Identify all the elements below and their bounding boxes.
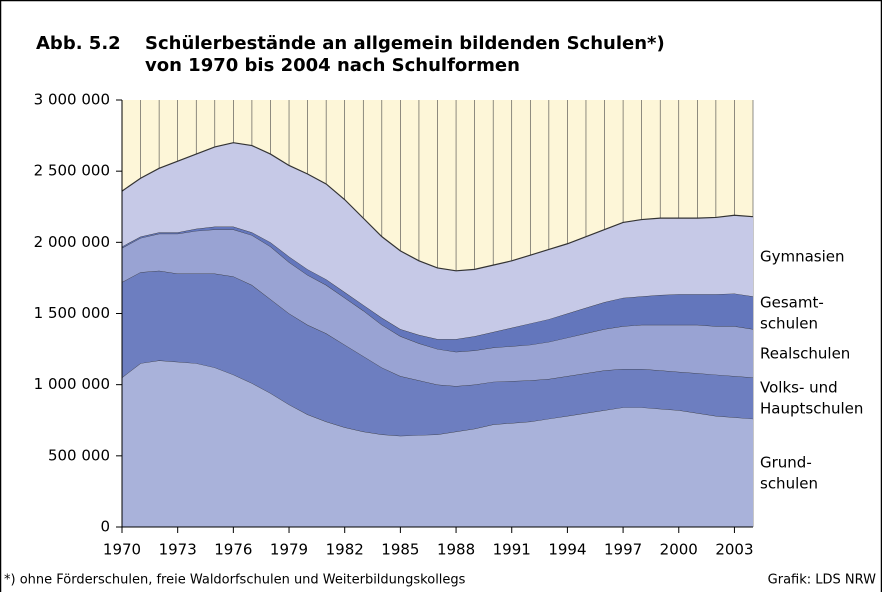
area [122, 229, 753, 387]
y-tick-label: 3 000 000 [34, 91, 110, 109]
x-tick-label: 1970 [103, 541, 141, 559]
x-tick-label: 1997 [604, 541, 642, 559]
area-edge [121, 142, 754, 272]
x-tick-label: 1988 [437, 541, 475, 559]
y-tick-label: 2 500 000 [34, 162, 110, 180]
footnote: *) ohne Förderschulen, freie Waldorfschu… [4, 573, 466, 588]
legend-label: Volks- und Hauptschulen [760, 378, 863, 417]
y-tick-label: 2 000 000 [34, 233, 110, 251]
x-tick-label: 1991 [493, 541, 531, 559]
x-tick-label: 2003 [715, 541, 753, 559]
legend-label: Gesamt-schulen [760, 293, 824, 332]
x-tick-label: 2000 [660, 541, 698, 559]
x-tick-label: 1994 [548, 541, 586, 559]
area [122, 142, 753, 340]
legend-label: Gymnasien [760, 247, 845, 265]
chart-title: Schülerbestände an allgemein bildenden S… [145, 33, 665, 54]
chart-subtitle: von 1970 bis 2004 nach Schulformen [145, 55, 520, 76]
source: Grafik: LDS NRW [768, 573, 876, 588]
x-tick-label: 1979 [270, 541, 308, 559]
x-tick-label: 1976 [214, 541, 252, 559]
legend-label: Grund-schulen [760, 453, 818, 492]
y-tick-label: 0 [100, 518, 110, 536]
y-tick-label: 500 000 [48, 446, 110, 464]
figure-label: Abb. 5.2 [36, 33, 121, 54]
area [122, 226, 753, 352]
x-tick-label: 1973 [159, 541, 197, 559]
x-tick-label: 1982 [326, 541, 364, 559]
area [122, 270, 753, 436]
y-tick-label: 1 500 000 [34, 304, 110, 322]
area [122, 360, 753, 527]
legend-label: Realschulen [760, 344, 850, 362]
y-tick-label: 1 000 000 [34, 375, 110, 393]
x-tick-label: 1985 [381, 541, 419, 559]
